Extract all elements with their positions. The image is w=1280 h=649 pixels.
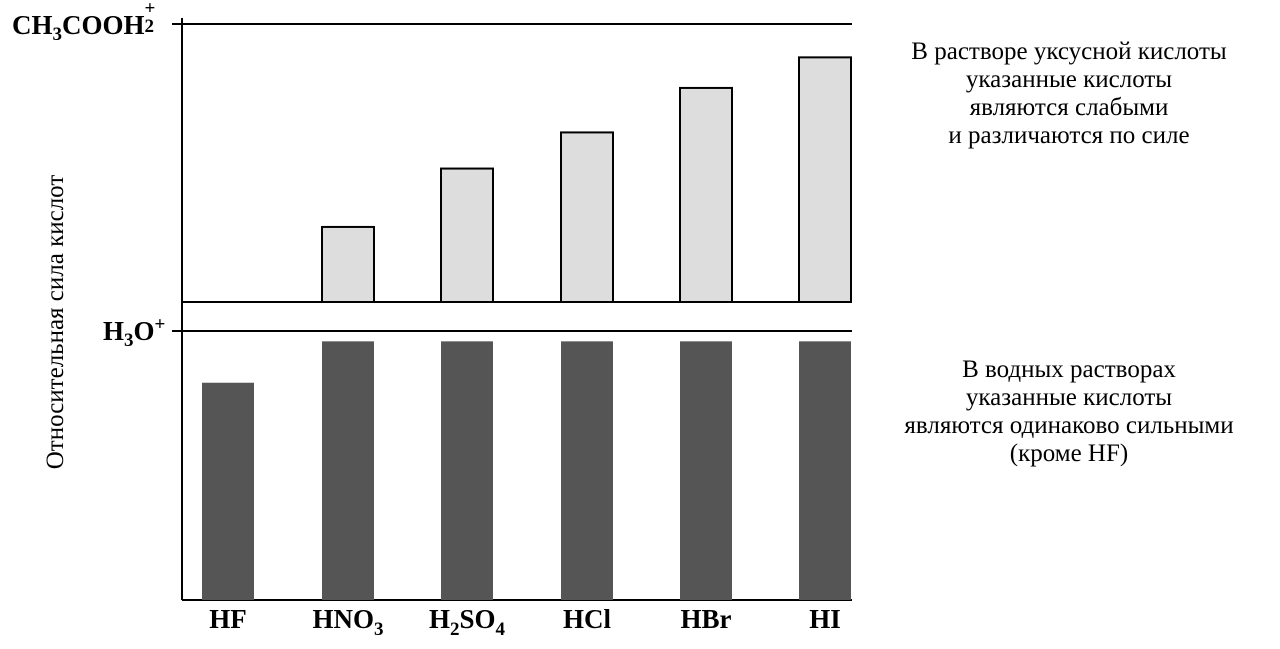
annotation-line: В растворе уксусной кислоты	[911, 38, 1227, 65]
lower-bar-HCl	[561, 341, 613, 600]
x-tick-label: HF	[209, 604, 247, 634]
lower-annotation: В водных растворах указанные кислоты явл…	[858, 356, 1280, 468]
x-tick-label: HCl	[563, 604, 612, 634]
annotation-line: указанные кислоты	[965, 384, 1173, 411]
x-tick-label: H2SO4	[429, 604, 506, 640]
annotation-line: и различаются по силе	[948, 122, 1190, 149]
upper-annotation: В растворе уксусной кислоты указанные ки…	[858, 38, 1280, 150]
upper-reference-label: CH3COOH +2	[12, 0, 156, 45]
upper-bar-H2SO4	[440, 167, 494, 303]
lower-bar-H2SO4	[441, 341, 493, 600]
upper-bar-HNO3	[321, 225, 375, 303]
annotation-line: являются слабыми	[969, 94, 1169, 121]
y-axis-label: Относительная сила кислот	[42, 174, 69, 470]
upper-bar-HCl	[560, 131, 614, 303]
lower-bar-HF	[202, 382, 254, 600]
upper-bar-HBr	[679, 86, 733, 303]
annotation-line: указанные кислоты	[965, 66, 1173, 93]
x-tick-label: HBr	[681, 604, 732, 634]
upper-bar-HI	[798, 56, 852, 303]
lower-bar-HBr	[680, 341, 732, 600]
annotation-line: В водных растворах	[962, 356, 1176, 383]
x-tick-label: HNO3	[312, 604, 383, 640]
lower-reference-label: H3O+	[103, 314, 166, 351]
lower-bar-HI	[799, 341, 851, 600]
x-tick-label: HI	[809, 604, 841, 634]
lower-bar-HNO3	[322, 341, 374, 600]
annotation-line: (кроме HF)	[1009, 440, 1129, 467]
annotation-line: являются одинаково сильными	[904, 412, 1234, 439]
